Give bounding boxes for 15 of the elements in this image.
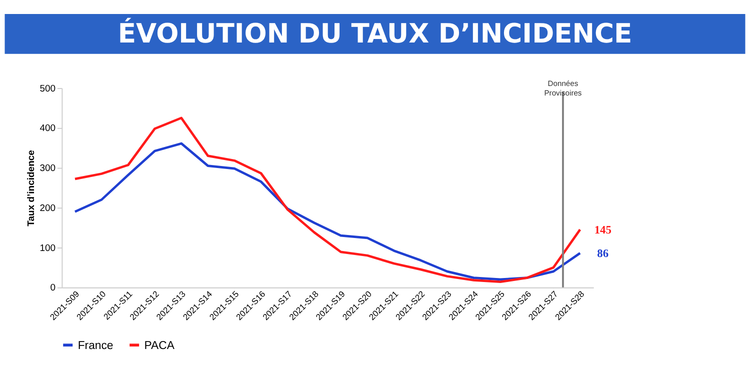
- y-tick-label: 300: [40, 163, 56, 174]
- ref-line-label: Données Provisoires: [544, 79, 582, 98]
- line-series: [74, 116, 582, 284]
- line-series: [74, 142, 582, 281]
- chart-title: ÉVOLUTION DU TAUX D’INCIDENCE: [118, 17, 632, 50]
- y-tick-label: 0: [50, 282, 56, 294]
- data-label: 145: [594, 224, 612, 236]
- data-label: 86: [597, 248, 609, 260]
- y-tick-label: 400: [40, 123, 56, 134]
- legend-label: France: [78, 340, 114, 352]
- y-tick-label: 200: [40, 202, 56, 214]
- y-tick-label: 500: [40, 83, 56, 94]
- legend-label: PACA: [144, 340, 175, 352]
- y-axis-title: Taux d’incidence: [26, 150, 37, 226]
- y-tick-label: 100: [40, 242, 56, 254]
